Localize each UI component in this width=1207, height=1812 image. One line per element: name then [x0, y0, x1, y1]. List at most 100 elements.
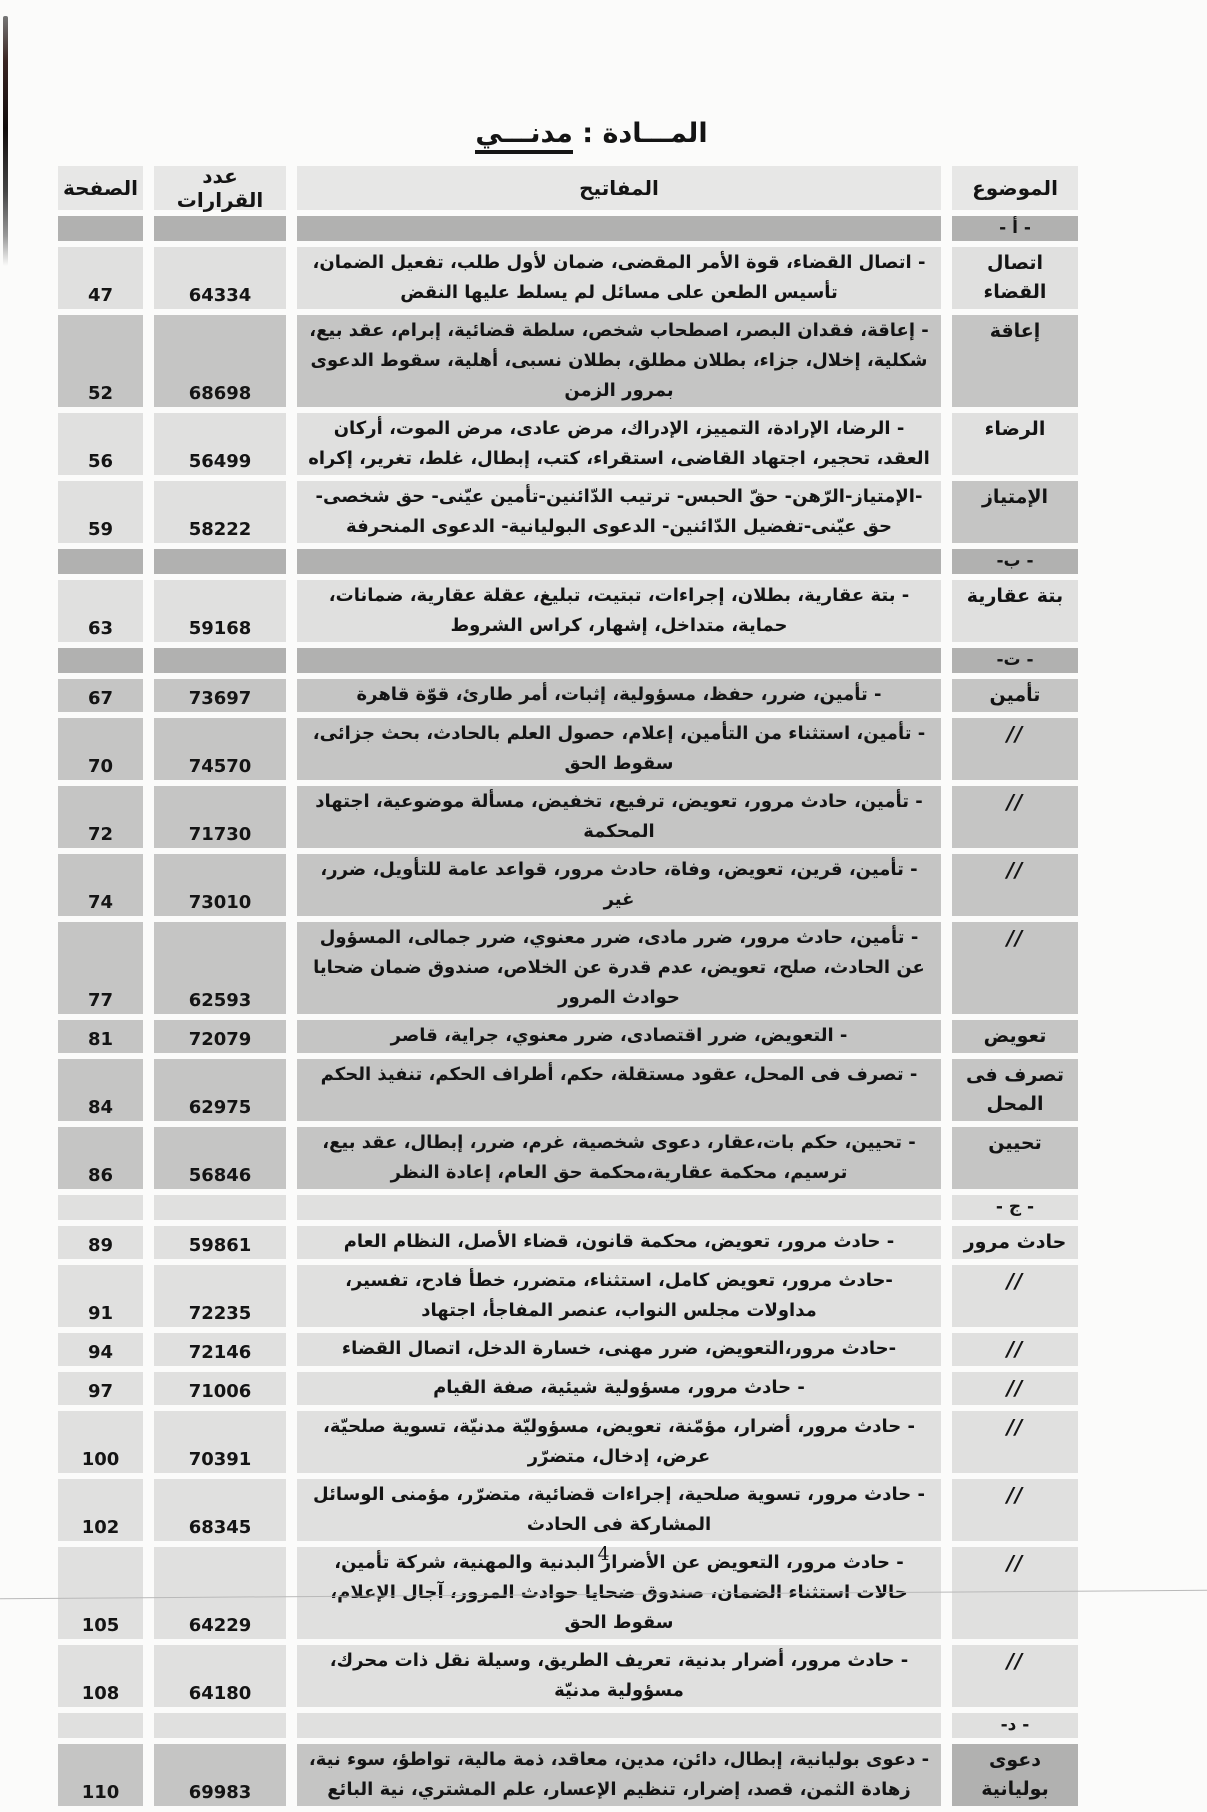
subject-cell-text: //	[1006, 790, 1024, 814]
decisions-cell: 62975	[154, 1059, 286, 1121]
keys-cell-text: -الإمتياز-الرّهن- حقّ الحبس- ترتيب الدّا…	[315, 486, 923, 537]
keys-cell: - تأمين، استثناء من التأمين، إعلام، حصول…	[297, 718, 941, 780]
page-cell-text: 102	[81, 1517, 120, 1538]
keys-cell: -الإمتياز-الرّهن- حقّ الحبس- ترتيب الدّا…	[297, 481, 941, 543]
decisions-cell: 56846	[154, 1127, 286, 1189]
subject-cell-text: //	[1006, 858, 1024, 882]
decisions-cell-text: 56846	[188, 1165, 252, 1186]
page-cell: 63	[58, 580, 143, 642]
decisions-cell: 72235	[154, 1265, 286, 1327]
decisions-cell: 72079	[154, 1020, 286, 1053]
page-title: المـــادة : مدنـــي	[0, 118, 1207, 154]
page-cell: 97	[58, 1372, 143, 1405]
page-cell	[58, 216, 143, 241]
page-cell-text: 84	[87, 1097, 114, 1118]
section-row: - د-	[58, 1713, 1078, 1738]
decisions-cell-text: 56499	[188, 451, 252, 472]
subject-cell: //	[952, 1411, 1078, 1473]
keys-cell	[297, 648, 941, 673]
page-cell-text: 105	[81, 1615, 120, 1636]
keys-cell-text: - تأمين، حادث مرور، ضرر مادى، ضرر معنوي،…	[313, 927, 925, 1008]
table-row: // - حادث مرور، مسؤولية شيئية، صفة القيام…	[58, 1372, 1078, 1405]
subject-cell-text: //	[1006, 1551, 1024, 1575]
page-cell-text: 77	[87, 990, 114, 1011]
subject-cell-text: حادث مرور	[963, 1231, 1067, 1253]
table-header-row: الموضوع المفاتيح عدد القرارات الصفحة	[58, 164, 1078, 212]
decisions-cell: 59168	[154, 580, 286, 642]
title-word-underlined: مدنـــي	[475, 118, 573, 154]
keys-cell: - تأمين، حادث مرور، ضرر مادى، ضرر معنوي،…	[297, 922, 941, 1014]
keys-cell-text: - التعويض، ضرر اقتصادى، ضرر معنوي، جراية…	[390, 1025, 848, 1046]
page-cell: 100	[58, 1411, 143, 1473]
table-row: // - تأمين، حادث مرور، ضرر مادى، ضرر معنو…	[58, 922, 1078, 1014]
subject-cell: الإمتياز	[952, 481, 1078, 543]
keys-cell-text: - تأمين، حادث مرور، تعويض، ترفيع، تخفيض،…	[315, 791, 923, 842]
page-cell: 86	[58, 1127, 143, 1189]
subject-cell: //	[952, 922, 1078, 1014]
keys-cell	[297, 1195, 941, 1220]
page-cell	[58, 648, 143, 673]
decisions-cell-text: 71730	[188, 824, 252, 845]
decisions-cell: 68345	[154, 1479, 286, 1541]
page-title-text: المـــادة : مدنـــي	[475, 118, 708, 154]
page-cell-text: 86	[87, 1165, 114, 1186]
decisions-cell: 72146	[154, 1333, 286, 1366]
page-cell: 110	[58, 1744, 143, 1806]
keys-cell: - حادث مرور، أضرار بدنية، تعريف الطريق، …	[297, 1645, 941, 1707]
page-cell-text: 52	[87, 383, 114, 404]
decisions-cell-text: 59861	[188, 1235, 252, 1256]
table-row: الرضاء - الرضا، الإرادة، التمييز، الإدراك…	[58, 413, 1078, 475]
keys-cell: -حادث مرور،التعويض، ضرر مهنى، خسارة الدخ…	[297, 1333, 941, 1366]
subject-cell: تعويض	[952, 1020, 1078, 1053]
page-cell-text: 59	[87, 519, 114, 540]
page-cell: 70	[58, 718, 143, 780]
decisions-cell: 70391	[154, 1411, 286, 1473]
section-label-cell: - ت-	[952, 648, 1078, 673]
page-cell-text: 72	[87, 824, 114, 845]
subject-cell-text: اتصال القضاء	[983, 252, 1047, 303]
page-cell: 94	[58, 1333, 143, 1366]
page-cell: 77	[58, 922, 143, 1014]
section-label-cell: - ب-	[952, 549, 1078, 574]
table-row: الإمتياز -الإمتياز-الرّهن- حقّ الحبس- ترت…	[58, 481, 1078, 543]
table-row: بتة عقارية - بتة عقارية، بطلان، إجراءات، …	[58, 580, 1078, 642]
subject-cell-text: //	[1006, 1415, 1024, 1439]
subject-cell-text: إعاقة	[989, 320, 1041, 342]
subject-cell-text: دعوى بوليانية	[981, 1749, 1049, 1800]
page-number: 4	[597, 1543, 610, 1565]
page-cell: 102	[58, 1479, 143, 1541]
keys-cell: - تأمين، قرين، تعويض، وفاة، حادث مرور، ق…	[297, 854, 941, 916]
page-cell-text: 67	[87, 688, 114, 709]
decisions-cell-text: 64180	[188, 1683, 252, 1704]
subject-cell: الرضاء	[952, 413, 1078, 475]
subject-cell: بتة عقارية	[952, 580, 1078, 642]
section-label-cell-text: - ج -	[995, 1197, 1035, 1217]
table-row: // - حادث مرور، تسوية صلحية، إجراءات قضائ…	[58, 1479, 1078, 1541]
subject-cell: //	[952, 1479, 1078, 1541]
subject-cell-text: //	[1006, 926, 1024, 950]
section-row: - أ -	[58, 216, 1078, 241]
keys-cell: - حادث مرور، تسوية صلحية، إجراءات قضائية…	[297, 1479, 941, 1541]
decisions-cell-text: 74570	[188, 756, 252, 777]
page-cell-text: 108	[81, 1683, 120, 1704]
keys-cell-text: - إعاقة، فقدان البصر، اصطحاب شخص، سلطة ق…	[309, 320, 929, 401]
header-subject: الموضوع	[952, 166, 1078, 210]
section-row: - ج -	[58, 1195, 1078, 1220]
subject-cell-text: تحيين	[988, 1132, 1042, 1154]
page-cell-text: 81	[87, 1029, 114, 1050]
decisions-cell-text: 62593	[188, 990, 252, 1011]
decisions-cell-text: 70391	[188, 1449, 252, 1470]
page-cell-text: 63	[87, 618, 114, 639]
keys-cell	[297, 549, 941, 574]
table-row: تصرف فى المحل - تصرف فى المحل، عقود مستقل…	[58, 1059, 1078, 1121]
decisions-cell-text: 69983	[188, 1782, 252, 1803]
subject-cell: //	[952, 786, 1078, 848]
keys-cell: -حادث مرور، تعويض كامل، استثناء، متضرر، …	[297, 1265, 941, 1327]
table-row: دعوى بوليانية - دعوى بوليانية، إبطال، دائ…	[58, 1744, 1078, 1806]
page-cell	[58, 1713, 143, 1738]
decisions-cell: 71006	[154, 1372, 286, 1405]
table-row: // - حادث مرور، أضرار بدنية، تعريف الطريق…	[58, 1645, 1078, 1707]
section-label-cell-text: - أ -	[999, 218, 1031, 238]
decisions-cell: 73010	[154, 854, 286, 916]
page-cell: 56	[58, 413, 143, 475]
